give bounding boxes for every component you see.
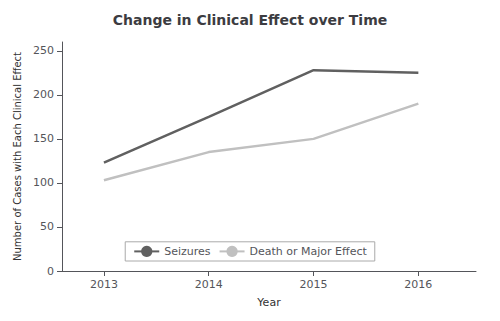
svg-text:Seizures: Seizures [164,245,211,258]
svg-text:2014: 2014 [195,278,223,291]
svg-text:Change in Clinical Effect over: Change in Clinical Effect over Time [113,12,387,28]
svg-text:Number of Cases with Each Clin: Number of Cases with Each Clinical Effec… [12,52,23,261]
svg-text:0: 0 [47,265,54,278]
svg-text:2013: 2013 [90,278,118,291]
svg-text:Death or Major Effect: Death or Major Effect [250,245,368,258]
svg-text:150: 150 [33,132,54,145]
svg-text:200: 200 [33,88,54,101]
svg-text:Year: Year [256,296,281,309]
svg-text:2016: 2016 [404,278,432,291]
svg-text:100: 100 [33,176,54,189]
svg-text:2015: 2015 [300,278,328,291]
svg-text:250: 250 [33,44,54,57]
svg-text:50: 50 [40,220,54,233]
